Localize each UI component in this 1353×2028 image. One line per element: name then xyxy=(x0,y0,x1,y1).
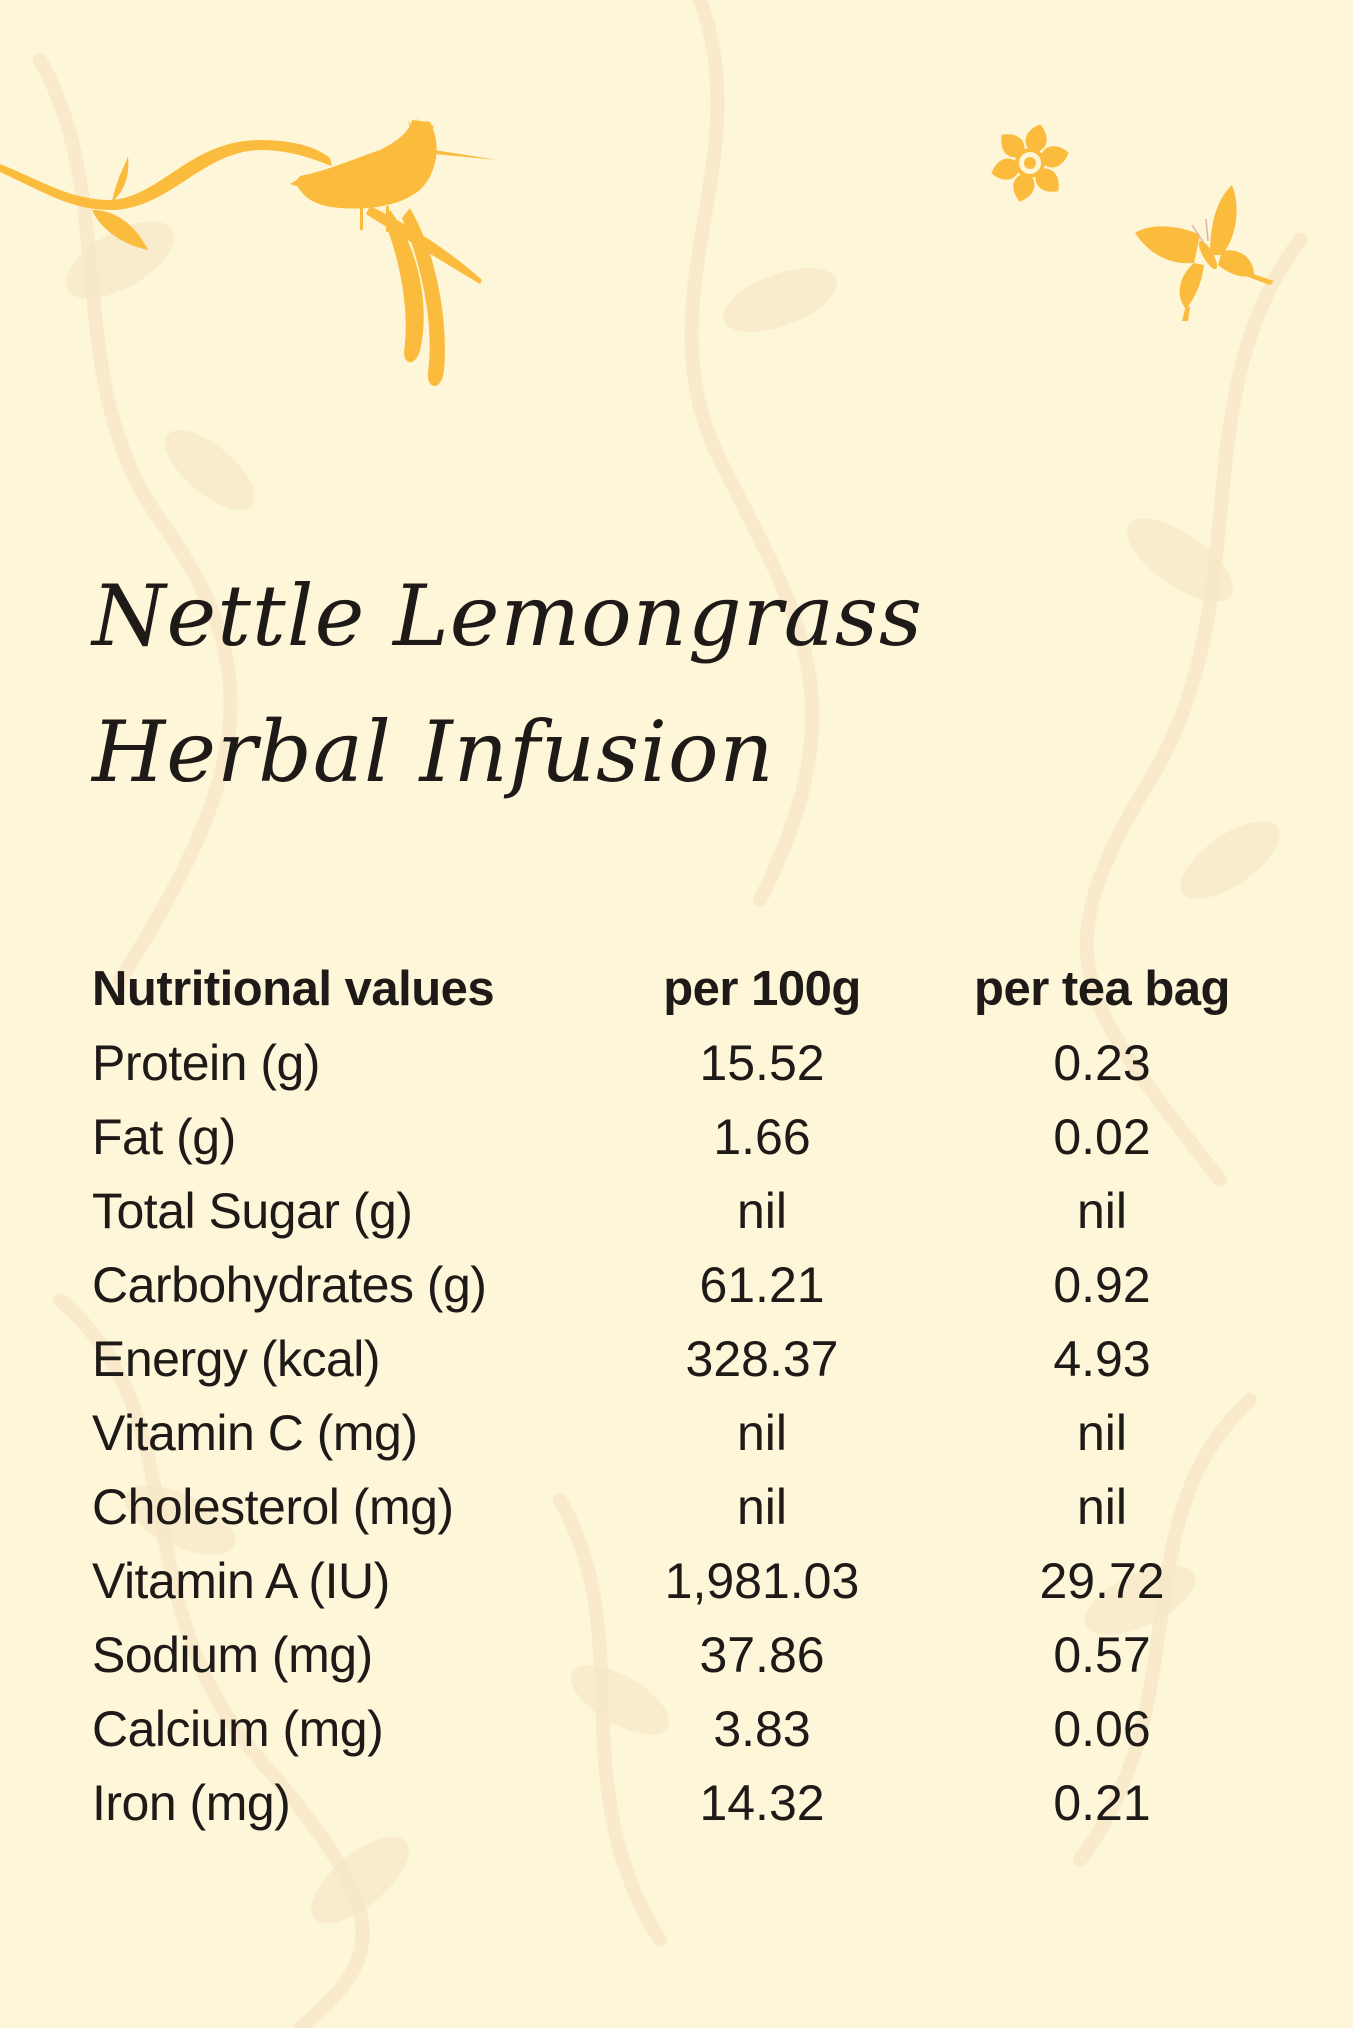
table-row-iron: Iron (mg) 14.32 0.21 xyxy=(92,1766,1292,1840)
value-per-100g: 37.86 xyxy=(699,1627,825,1683)
table-row-fat: Fat (g) 1.66 0.02 xyxy=(92,1100,1292,1174)
nutrient-name: Sodium (mg) xyxy=(92,1627,373,1683)
nutrient-name: Energy (kcal) xyxy=(92,1331,381,1387)
value-per-100g: nil xyxy=(736,1183,788,1239)
nutrient-name: Vitamin C (mg) xyxy=(92,1405,418,1461)
table-row-protein: Protein (g) 15.52 0.23 xyxy=(92,1026,1292,1100)
nutrient-name: Carbohydrates (g) xyxy=(92,1257,487,1313)
header-per-100g: per 100g xyxy=(663,962,861,1016)
value-per-100g: 1.66 xyxy=(713,1109,811,1165)
value-per-tea-bag: nil xyxy=(1076,1405,1128,1461)
value-per-100g: 3.83 xyxy=(713,1701,811,1757)
header-per-tea-bag: per tea bag xyxy=(974,962,1230,1016)
table-row-carbohydrates: Carbohydrates (g) 61.21 0.92 xyxy=(92,1248,1292,1322)
value-per-100g: 328.37 xyxy=(685,1331,839,1387)
value-per-100g: 61.21 xyxy=(699,1257,825,1313)
table-row-calcium: Calcium (mg) 3.83 0.06 xyxy=(92,1692,1292,1766)
value-per-tea-bag: nil xyxy=(1076,1183,1128,1239)
butterfly-icon xyxy=(1135,185,1274,321)
hoopoe-bird-on-branch-icon xyxy=(0,118,498,386)
nutrient-name: Total Sugar (g) xyxy=(92,1183,413,1239)
value-per-tea-bag: nil xyxy=(1076,1479,1128,1535)
nutrient-name: Cholesterol (mg) xyxy=(92,1479,454,1535)
value-per-100g: 15.52 xyxy=(699,1035,825,1091)
title-line-2: Herbal Infusion xyxy=(92,703,775,801)
header-nutritional-values: Nutritional values xyxy=(92,962,495,1016)
value-per-100g: nil xyxy=(736,1405,788,1461)
value-per-tea-bag: 4.93 xyxy=(1053,1331,1151,1387)
value-per-tea-bag: 0.92 xyxy=(1053,1257,1151,1313)
value-per-tea-bag: 0.06 xyxy=(1053,1701,1151,1757)
table-row-total-sugar: Total Sugar (g) nil nil xyxy=(92,1174,1292,1248)
value-per-100g: 1,981.03 xyxy=(664,1553,860,1609)
nutrient-name: Protein (g) xyxy=(92,1035,320,1091)
value-per-tea-bag: 0.57 xyxy=(1053,1627,1151,1683)
flower-icon xyxy=(991,124,1069,202)
nutrition-table: Nutritional values per 100g per tea bag … xyxy=(92,952,1292,1840)
table-row-vitamin-a: Vitamin A (IU) 1,981.03 29.72 xyxy=(92,1544,1292,1618)
nutrient-name: Iron (mg) xyxy=(92,1775,291,1831)
table-row-energy: Energy (kcal) 328.37 4.93 xyxy=(92,1322,1292,1396)
value-per-tea-bag: 0.21 xyxy=(1053,1775,1151,1831)
value-per-tea-bag: 29.72 xyxy=(1039,1553,1165,1609)
value-per-tea-bag: 0.02 xyxy=(1053,1109,1151,1165)
value-per-100g: 14.32 xyxy=(699,1775,825,1831)
nutrient-name: Fat (g) xyxy=(92,1109,236,1165)
table-row-sodium: Sodium (mg) 37.86 0.57 xyxy=(92,1618,1292,1692)
value-per-100g: nil xyxy=(736,1479,788,1535)
table-row-cholesterol: Cholesterol (mg) nil nil xyxy=(92,1470,1292,1544)
title-line-1: Nettle Lemongrass xyxy=(92,567,924,665)
nutrient-name: Vitamin A (IU) xyxy=(92,1553,390,1609)
nutrient-name: Calcium (mg) xyxy=(92,1701,384,1757)
table-header-row: Nutritional values per 100g per tea bag xyxy=(92,952,1292,1026)
value-per-tea-bag: 0.23 xyxy=(1053,1035,1151,1091)
table-row-vitamin-c: Vitamin C (mg) nil nil xyxy=(92,1396,1292,1470)
product-title: Nettle Lemongrass Herbal Infusion xyxy=(92,548,923,820)
